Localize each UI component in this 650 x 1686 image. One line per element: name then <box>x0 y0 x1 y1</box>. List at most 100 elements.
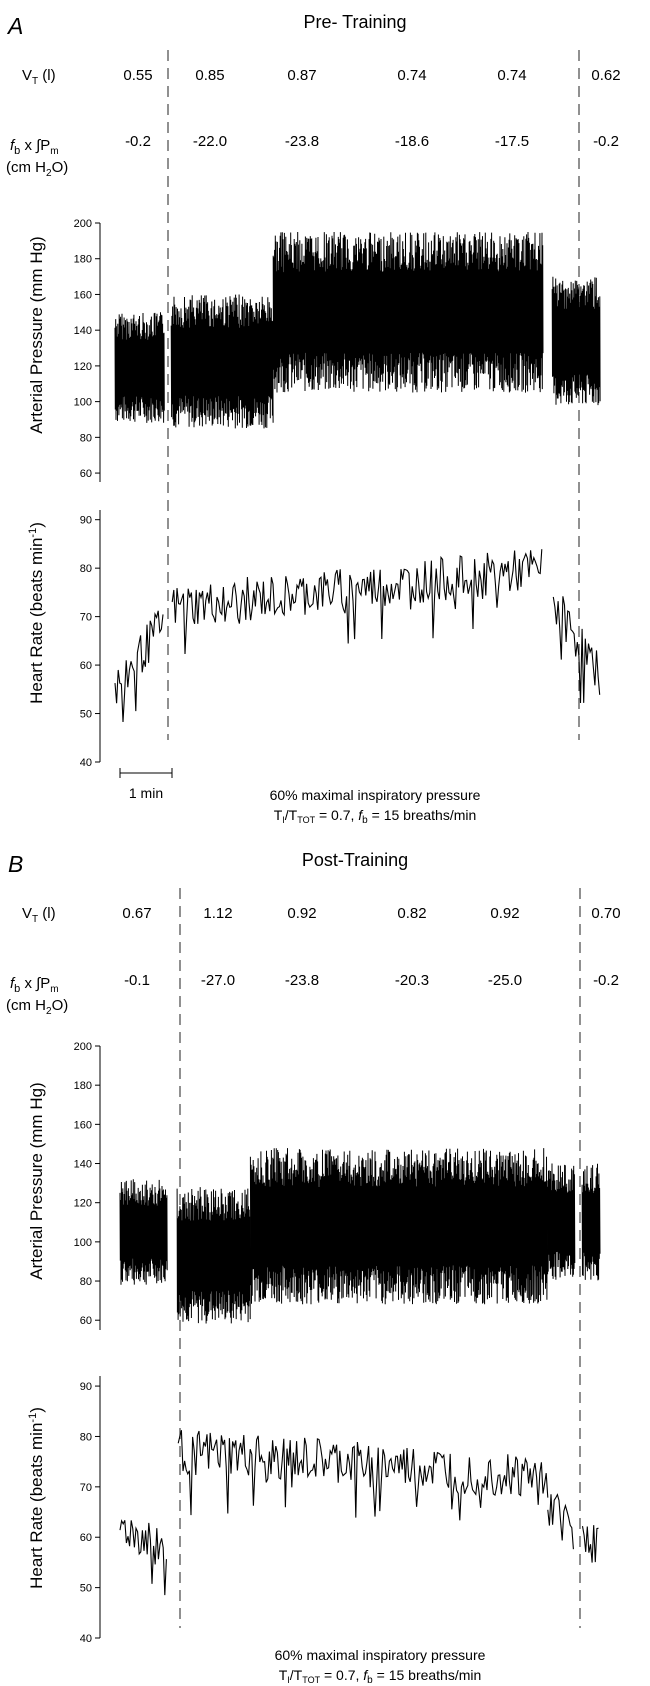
heart-rate-tick-label: 90 <box>80 515 92 527</box>
heart-rate-y-label: Heart Rate (beats min-1) <box>27 1407 46 1589</box>
heart-rate-ticks: 40 50 60 70 80 90 <box>80 515 100 769</box>
heart-rate-tick-label: 70 <box>80 1482 92 1494</box>
pressure-y-label: Arterial Pressure (mm Hg) <box>27 1082 46 1279</box>
heart-rate-segment <box>114 610 164 723</box>
fb-value: -25.0 <box>488 972 522 989</box>
vt-value: 0.62 <box>591 67 620 84</box>
heart-rate-ticks: 40 50 60 70 80 90 <box>80 1381 100 1645</box>
footer-line-2: TI/TTOT = 0.7, fb = 15 breaths/min <box>279 1667 482 1686</box>
fb-value: -23.8 <box>285 972 319 989</box>
heart-rate-tick-label: 90 <box>80 1381 92 1393</box>
vt-value: 0.82 <box>397 905 426 922</box>
heart-rate-segment <box>119 1519 167 1596</box>
pressure-tick-label: 140 <box>74 1159 92 1171</box>
fb-row-label: fb x ∫Pm <box>10 975 59 995</box>
heart-rate-trace <box>119 1430 599 1596</box>
vt-value: 0.74 <box>397 67 426 84</box>
footer-line-2: TI/TTOT = 0.7, fb = 15 breaths/min <box>274 807 477 826</box>
heart-rate-tick-label: 80 <box>80 563 92 575</box>
pressure-segment <box>176 1187 251 1324</box>
vt-row-label: VT (l) <box>22 905 56 925</box>
fb-value: -0.2 <box>593 972 619 989</box>
panel-title: Pre- Training <box>303 12 406 32</box>
fb-value: -0.2 <box>593 133 619 150</box>
fb-value: -18.6 <box>395 133 429 150</box>
panel-title: Post-Training <box>302 850 408 870</box>
fb-value: -0.2 <box>125 133 151 150</box>
pressure-y-label: Arterial Pressure (mm Hg) <box>27 236 46 433</box>
vt-values: 0.67 1.12 0.92 0.82 0.92 0.70 <box>122 905 620 922</box>
vt-value: 0.74 <box>497 67 526 84</box>
pressure-tick-label: 140 <box>74 325 92 337</box>
fb-row-label: fb x ∫Pm <box>10 137 59 157</box>
vt-value: 0.67 <box>122 905 151 922</box>
heart-rate-tick-label: 50 <box>80 709 92 721</box>
panel-b-svg: B Post-Training VT (l) 0.67 1.12 0.92 0.82 0… <box>6 850 621 1686</box>
vt-value: 1.12 <box>203 905 232 922</box>
panel-letter: B <box>8 851 23 877</box>
heart-rate-y-label: Heart Rate (beats min-1) <box>27 522 46 704</box>
pressure-segment <box>249 1148 549 1305</box>
heart-rate-tick-label: 60 <box>80 660 92 672</box>
vt-value: 0.85 <box>195 67 224 84</box>
pressure-trace <box>119 1148 601 1324</box>
heart-rate-tick-label: 70 <box>80 612 92 624</box>
vt-value: 0.92 <box>287 905 316 922</box>
pressure-tick-label: 100 <box>74 397 92 409</box>
heart-rate-segment <box>547 1493 599 1563</box>
heart-rate-tick-label: 40 <box>80 757 92 769</box>
pressure-tick-label: 60 <box>80 1315 92 1327</box>
vt-value: 0.87 <box>287 67 316 84</box>
fb-value: -17.5 <box>495 133 529 150</box>
pressure-tick-label: 200 <box>74 1041 92 1053</box>
pressure-tick-label: 100 <box>74 1237 92 1249</box>
pressure-tick-label: 120 <box>74 1198 92 1210</box>
heart-rate-segment <box>171 549 543 655</box>
pressure-segment <box>547 1163 601 1281</box>
panel-post-training: B Post-Training VT (l) 0.67 1.12 0.92 0.82 0… <box>0 838 650 1686</box>
vt-value: 0.70 <box>591 905 620 922</box>
vt-values: 0.55 0.85 0.87 0.74 0.74 0.62 <box>123 67 620 84</box>
pressure-tick-label: 60 <box>80 468 92 480</box>
panel-a-svg: A Pre- Training VT (l) 0.55 0.85 0.87 0.74 0… <box>6 12 621 826</box>
pressure-trace <box>114 231 601 429</box>
pressure-tick-label: 180 <box>74 1080 92 1092</box>
pressure-segment <box>551 276 601 406</box>
pressure-tick-label: 80 <box>80 432 92 444</box>
heart-rate-trace <box>114 549 601 723</box>
pressure-segment <box>119 1179 168 1285</box>
heart-rate-segment <box>177 1430 549 1521</box>
heart-rate-tick-label: 50 <box>80 1583 92 1595</box>
fb-value: -20.3 <box>395 972 429 989</box>
heart-rate-segment <box>552 596 601 704</box>
pressure-segment <box>114 312 165 423</box>
vt-value: 0.92 <box>490 905 519 922</box>
fb-value: -22.0 <box>193 133 227 150</box>
fb-value: -23.8 <box>285 133 319 150</box>
heart-rate-tick-label: 60 <box>80 1532 92 1544</box>
pressure-tick-label: 160 <box>74 1119 92 1131</box>
fb-value: -27.0 <box>201 972 235 989</box>
fb-values: -0.1 -27.0 -23.8 -20.3 -25.0 -0.2 <box>124 972 619 989</box>
scale-bar-label: 1 min <box>129 785 163 801</box>
panel-pre-training: A Pre- Training VT (l) 0.55 0.85 0.87 0.74 0… <box>0 0 650 838</box>
pressure-tick-label: 180 <box>74 254 92 266</box>
fb-row-unit: (cm H2O) <box>6 997 68 1017</box>
footer-line-1: 60% maximal inspiratory pressure <box>275 1647 486 1663</box>
pressure-segment <box>170 294 274 429</box>
heart-rate-tick-label: 40 <box>80 1633 92 1645</box>
fb-row-unit: (cm H2O) <box>6 159 68 179</box>
pressure-tick-label: 200 <box>74 218 92 230</box>
fb-values: -0.2 -22.0 -23.8 -18.6 -17.5 -0.2 <box>125 133 619 150</box>
heart-rate-tick-label: 80 <box>80 1431 92 1443</box>
vt-row-label: VT (l) <box>22 67 56 87</box>
pressure-tick-label: 160 <box>74 289 92 301</box>
pressure-ticks: 60 80 100 120 140 160 180 200 <box>74 1041 100 1327</box>
footer-line-1: 60% maximal inspiratory pressure <box>270 787 481 803</box>
vt-value: 0.55 <box>123 67 152 84</box>
fb-value: -0.1 <box>124 972 150 989</box>
pressure-tick-label: 80 <box>80 1276 92 1288</box>
panel-letter: A <box>6 13 23 39</box>
pressure-ticks: 60 80 100 120 140 160 180 200 <box>74 218 100 480</box>
pressure-segment <box>272 231 544 393</box>
